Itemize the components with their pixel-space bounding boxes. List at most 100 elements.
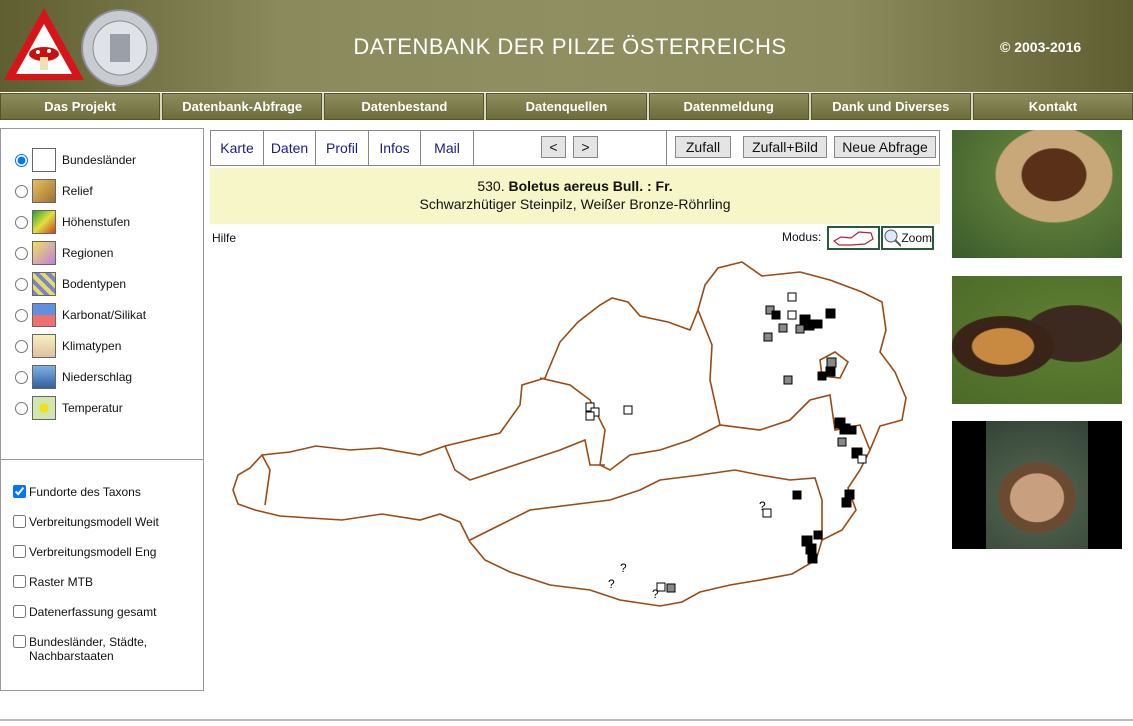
nav-button[interactable]: Datenbestand xyxy=(324,93,485,120)
layer-icon xyxy=(32,396,56,420)
nav-button[interactable]: Datenquellen xyxy=(486,93,647,120)
find-point[interactable] xyxy=(813,530,823,540)
photo[interactable] xyxy=(952,421,1122,549)
overlay-label: Datenerfassung gesamt xyxy=(29,605,157,619)
find-point[interactable] xyxy=(803,319,815,331)
find-point[interactable] xyxy=(666,583,676,593)
copyright: © 2003-2016 xyxy=(1000,39,1082,55)
action-button[interactable]: Zufall+Bild xyxy=(743,136,827,158)
layer-option[interactable]: Temperatur xyxy=(15,393,123,423)
tab[interactable]: Karte xyxy=(211,130,264,166)
checkbox[interactable] xyxy=(13,605,26,618)
nav-button[interactable]: Kontakt xyxy=(972,93,1133,120)
tab[interactable]: Daten xyxy=(264,130,316,166)
radio[interactable] xyxy=(15,215,28,229)
state-border xyxy=(444,438,605,481)
find-point[interactable] xyxy=(825,366,836,377)
radio[interactable] xyxy=(15,370,28,384)
overlay-option[interactable]: Verbreitungsmodell Eng xyxy=(13,545,193,559)
photo[interactable] xyxy=(952,276,1122,404)
checkbox[interactable] xyxy=(13,575,26,588)
find-point[interactable] xyxy=(623,405,633,415)
radio[interactable] xyxy=(15,184,28,198)
find-point[interactable] xyxy=(805,543,817,555)
nav-button[interactable]: Dank und Diverses xyxy=(810,93,971,120)
find-point[interactable] xyxy=(795,324,805,334)
find-point[interactable] xyxy=(826,357,837,368)
checkbox[interactable] xyxy=(13,485,26,498)
site-title: DATENBANK DER PILZE ÖSTERREICHS xyxy=(353,34,787,59)
nav-bar: Das Projekt Datenbank-Abfrage Datenbestand… xyxy=(0,93,1133,120)
taxon-title: 530. Boletus aereus Bull. : Fr. xyxy=(210,177,940,195)
overlay-label: Raster MTB xyxy=(29,575,94,589)
find-point[interactable] xyxy=(847,425,857,435)
tab[interactable]: Infos xyxy=(369,130,421,166)
radio[interactable] xyxy=(15,308,28,322)
layer-option[interactable]: Karbonat/Silikat xyxy=(15,300,146,330)
pager-button[interactable]: < xyxy=(541,136,566,158)
find-point[interactable] xyxy=(762,508,772,518)
layer-option[interactable]: Klimatypen xyxy=(15,331,121,361)
find-point[interactable] xyxy=(837,437,847,447)
find-point[interactable] xyxy=(771,310,781,320)
tab[interactable]: Mail xyxy=(421,130,474,166)
layer-option[interactable]: Relief xyxy=(15,176,93,206)
layer-option[interactable]: Niederschlag xyxy=(15,362,132,392)
uncertain-point[interactable]: ? xyxy=(620,561,627,575)
austria-outline xyxy=(232,261,907,607)
radio[interactable] xyxy=(15,153,28,167)
radio[interactable] xyxy=(15,401,28,415)
mode-zoom[interactable]: Zoom xyxy=(881,226,934,250)
radio[interactable] xyxy=(15,339,28,353)
mode-map[interactable] xyxy=(827,226,880,250)
pager-button[interactable]: > xyxy=(573,136,598,158)
find-point[interactable] xyxy=(787,292,797,302)
find-point[interactable] xyxy=(783,375,793,385)
help-link[interactable]: Hilfe xyxy=(212,231,237,245)
checkbox[interactable] xyxy=(13,635,26,648)
zoom-icon xyxy=(884,229,902,247)
overlay-option[interactable]: Fundorte des Taxons xyxy=(13,485,193,499)
find-point[interactable] xyxy=(787,310,797,320)
radio[interactable] xyxy=(15,246,28,260)
overlay-option[interactable]: Raster MTB xyxy=(13,575,193,589)
find-point[interactable] xyxy=(656,582,666,592)
action-button[interactable]: Zufall xyxy=(675,136,731,158)
find-point[interactable] xyxy=(817,371,827,381)
tab[interactable]: Profil xyxy=(316,130,369,166)
find-point[interactable] xyxy=(792,490,802,500)
uncertain-point[interactable]: ? xyxy=(652,587,659,601)
layer-option[interactable]: Höhenstufen xyxy=(15,207,130,237)
photo[interactable] xyxy=(952,130,1122,258)
find-point[interactable] xyxy=(807,553,818,564)
uncertain-point[interactable]: ? xyxy=(608,577,615,591)
find-point[interactable] xyxy=(825,308,836,319)
overlay-option[interactable]: Bundesländer, Städte, Nachbarstaaten xyxy=(13,635,193,663)
find-point[interactable] xyxy=(585,411,595,421)
nav-button[interactable]: Das Projekt xyxy=(0,93,161,120)
layer-option[interactable]: Bundesländer xyxy=(15,145,136,175)
layer-option[interactable]: Regionen xyxy=(15,238,113,268)
taxon-name: Boletus aereus Bull. : Fr. xyxy=(508,178,673,194)
find-point[interactable] xyxy=(841,497,852,508)
checkbox[interactable] xyxy=(13,515,26,528)
nav-button[interactable]: Datenbank-Abfrage xyxy=(162,93,323,120)
find-point[interactable] xyxy=(778,323,788,333)
find-point[interactable] xyxy=(857,454,867,464)
layer-option[interactable]: Bodentypen xyxy=(15,269,126,299)
checkbox[interactable] xyxy=(13,545,26,558)
radio[interactable] xyxy=(15,277,28,291)
action-button[interactable]: Neue Abfrage xyxy=(834,136,936,158)
find-point[interactable] xyxy=(585,402,595,412)
find-point[interactable] xyxy=(813,319,823,329)
nav-button[interactable]: Datenmeldung xyxy=(648,93,809,120)
taxon-box: 530. Boletus aereus Bull. : Fr. Schwarzh… xyxy=(210,168,940,224)
find-point[interactable] xyxy=(851,447,863,459)
find-point[interactable] xyxy=(763,332,773,342)
overlay-option[interactable]: Datenerfassung gesamt xyxy=(13,605,193,619)
uncertain-point[interactable]: ? xyxy=(759,499,766,513)
state-border xyxy=(539,377,871,471)
overlay-option[interactable]: Verbreitungsmodell Weit xyxy=(13,515,193,529)
find-point[interactable] xyxy=(765,305,775,315)
logo[interactable] xyxy=(2,4,162,88)
